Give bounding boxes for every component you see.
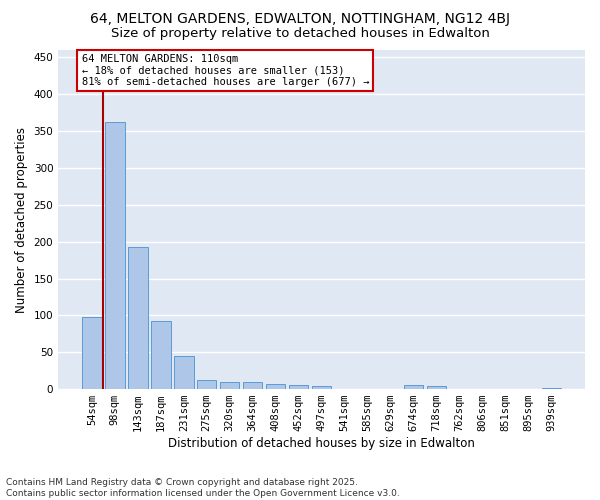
Bar <box>266 384 286 389</box>
Bar <box>542 388 561 389</box>
Bar <box>151 322 170 389</box>
Bar <box>427 386 446 389</box>
Bar <box>105 122 125 389</box>
Bar <box>312 386 331 389</box>
Bar <box>243 382 262 389</box>
Bar <box>174 356 194 389</box>
Text: 64, MELTON GARDENS, EDWALTON, NOTTINGHAM, NG12 4BJ: 64, MELTON GARDENS, EDWALTON, NOTTINGHAM… <box>90 12 510 26</box>
Text: Contains HM Land Registry data © Crown copyright and database right 2025.
Contai: Contains HM Land Registry data © Crown c… <box>6 478 400 498</box>
Bar <box>82 317 101 389</box>
Bar <box>197 380 217 389</box>
Text: 64 MELTON GARDENS: 110sqm
← 18% of detached houses are smaller (153)
81% of semi: 64 MELTON GARDENS: 110sqm ← 18% of detac… <box>82 54 369 87</box>
Bar <box>128 247 148 389</box>
Bar <box>404 386 423 389</box>
Text: Size of property relative to detached houses in Edwalton: Size of property relative to detached ho… <box>110 28 490 40</box>
X-axis label: Distribution of detached houses by size in Edwalton: Distribution of detached houses by size … <box>168 437 475 450</box>
Bar <box>289 386 308 389</box>
Y-axis label: Number of detached properties: Number of detached properties <box>15 126 28 312</box>
Bar <box>220 382 239 389</box>
